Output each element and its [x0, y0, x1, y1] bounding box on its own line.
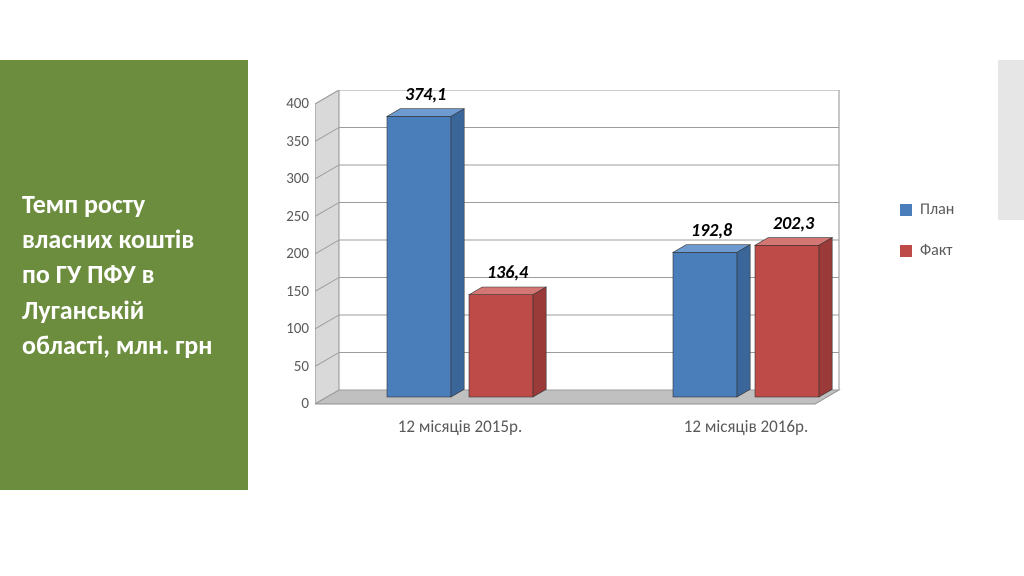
x-category-label: 12 місяців 2015р. [398, 416, 523, 437]
chart-bars [315, 90, 841, 406]
legend-item: Факт [900, 241, 995, 260]
bar-chart: 050100150200250300350400374,1136,412 міс… [275, 80, 995, 490]
legend-swatch [900, 245, 912, 257]
legend-label: Факт [920, 241, 952, 260]
y-tick-label: 0 [275, 395, 309, 413]
sidebar-title: Темп росту власних коштів по ГУ ПФУ в Лу… [22, 187, 226, 362]
y-tick-label: 300 [275, 170, 309, 188]
y-tick-label: 200 [275, 245, 309, 263]
y-tick-label: 250 [275, 208, 309, 226]
y-tick-label: 400 [275, 95, 309, 113]
x-category-label: 12 місяців 2016р. [684, 416, 809, 437]
y-tick-label: 50 [275, 358, 309, 376]
legend-item: План [900, 200, 995, 219]
legend-swatch [900, 204, 912, 216]
legend-label: План [920, 200, 954, 219]
y-tick-label: 350 [275, 133, 309, 151]
chart-legend: План Факт [900, 200, 995, 282]
chart-plot-area: 050100150200250300350400374,1136,412 міс… [315, 90, 899, 430]
right-accent-stripe [998, 60, 1024, 220]
y-tick-label: 150 [275, 283, 309, 301]
sidebar-panel: Темп росту власних коштів по ГУ ПФУ в Лу… [0, 60, 248, 490]
y-tick-label: 100 [275, 320, 309, 338]
